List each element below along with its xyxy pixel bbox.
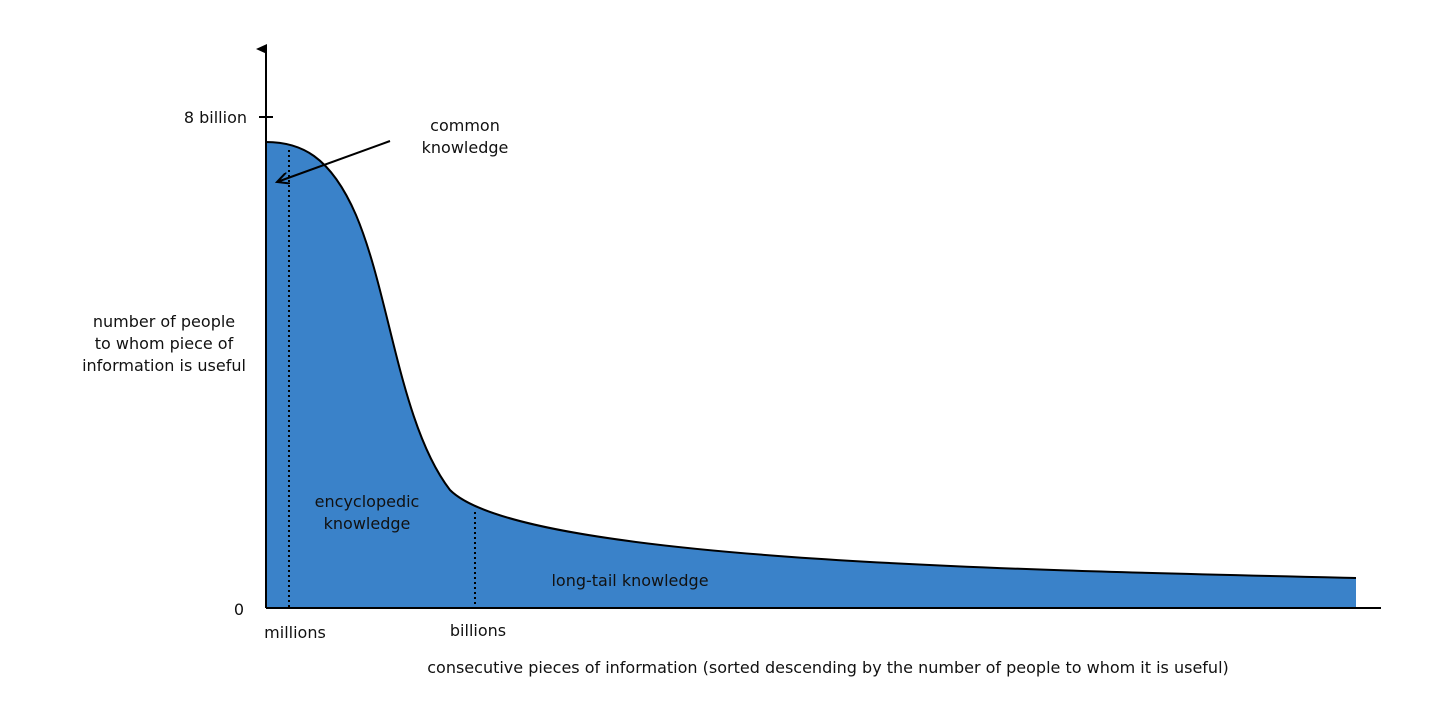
common-knowledge-label-line-2: knowledge (422, 138, 509, 157)
encyclopedic-knowledge-label-line-2: knowledge (324, 514, 411, 533)
common-knowledge-arrow (277, 140, 391, 182)
common-knowledge-label-line-1: common (430, 116, 500, 135)
encyclopedic-knowledge-label-line-1: encyclopedic (315, 492, 420, 511)
y-axis-title-line-3: information is useful (82, 356, 246, 375)
x-axis-title: consecutive pieces of information (sorte… (427, 658, 1229, 677)
x-tick-label-billions: billions (450, 621, 506, 640)
x-tick-label-millions: millions (264, 623, 326, 642)
y-axis-title-line-2: to whom piece of (95, 334, 234, 353)
y-axis-title-line-1: number of people (93, 312, 235, 331)
y-tick-label-0: 0 (234, 600, 244, 619)
knowledge-area (266, 142, 1356, 608)
knowledge-curve (265, 141, 1357, 579)
y-tick-label-8-billion: 8 billion (184, 108, 247, 127)
long-tail-knowledge-label: long-tail knowledge (551, 571, 708, 590)
